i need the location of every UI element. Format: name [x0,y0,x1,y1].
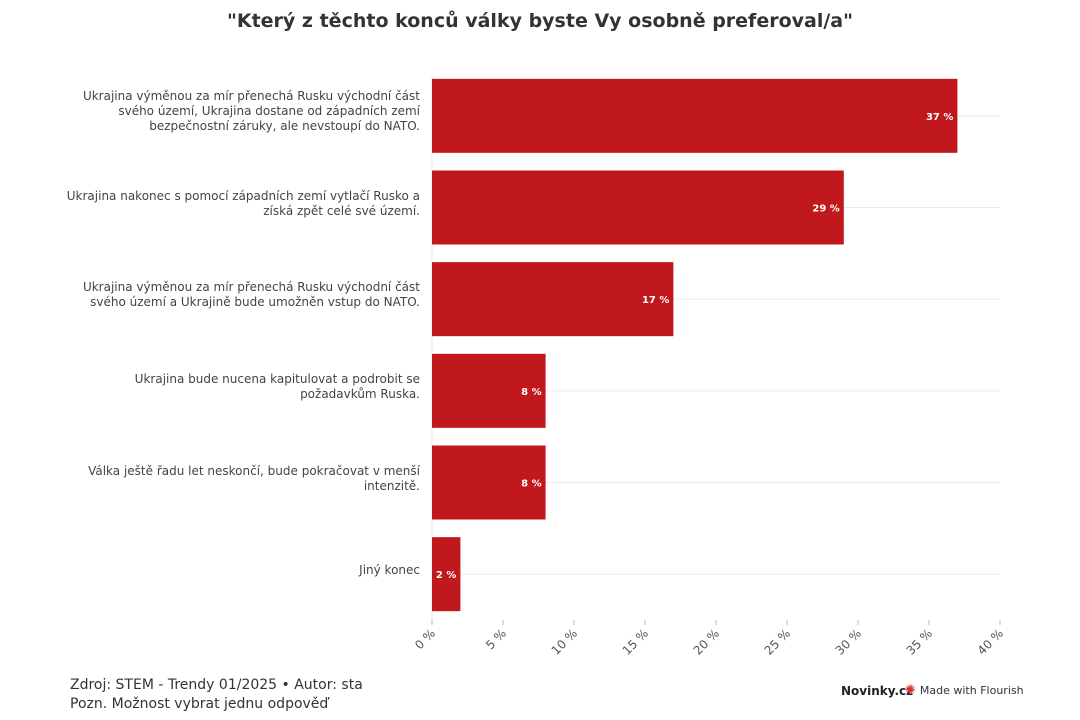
category-label-line: Válka ještě řadu let neskončí, bude pokr… [88,463,420,478]
category-label-line: svého území a Ukrajině bude umožněn vstu… [90,295,420,310]
x-tick-label: 30 % [833,626,864,657]
brand-logo[interactable]: Novinky.cz [841,684,914,698]
source-text: Zdroj: STEM - Trendy 01/2025 • Autor: st… [70,677,363,693]
category-label-line: Jiný konec [359,562,420,577]
bar [432,170,844,245]
category-label: Ukrajina bude nucena kapitulovat a podro… [60,372,420,402]
x-tick-label: 40 % [975,626,1006,657]
note-text: Pozn. Možnost vybrat jednu odpověď [70,696,329,712]
category-label-line: požadavkům Ruska. [300,386,420,401]
x-tick-label: 15 % [620,626,651,657]
category-label-line: Ukrajina bude nucena kapitulovat a podro… [134,371,420,386]
category-label: Ukrajina nakonec s pomocí západních zemí… [60,189,420,219]
category-label-line: získá zpět celé své území. [263,203,420,218]
flourish-icon: ✺ [905,683,916,698]
category-label-line: Ukrajina výměnou za mír přenechá Rusku v… [82,280,420,295]
category-label-line: svého území, Ukrajina dostane od západní… [118,104,420,119]
x-tick-label: 25 % [762,626,793,657]
source-note: Zdroj: STEM - Trendy 01/2025 • Autor: st… [70,676,363,714]
bar-value-label: 2 % [436,570,456,581]
bar [432,262,674,337]
bar-value-label: 29 % [812,204,839,215]
chart-title: "Který z těchto konců války byste Vy oso… [226,10,854,32]
category-label: Ukrajina výměnou za mír přenechá Rusku v… [60,89,420,134]
category-label-line: Ukrajina nakonec s pomocí západních zemí… [66,188,420,203]
bar-value-label: 17 % [642,295,669,306]
category-label-line: bezpečnostní záruky, ale nevstoupí do NA… [149,119,420,134]
bar [432,78,958,153]
bar-value-label: 8 % [521,387,541,398]
bar [432,537,461,612]
bar-value-label: 8 % [521,479,541,490]
category-label-line: Ukrajina výměnou za mír přenechá Rusku v… [82,89,420,104]
x-tick-label: 0 % [412,626,438,652]
flourish-text: Made with Flourish [919,684,1024,697]
bar [432,353,546,428]
category-label-line: intenzitě. [363,478,420,493]
x-tick-label: 35 % [904,626,935,657]
bar [432,445,546,520]
category-label: Jiný konec [60,563,420,578]
category-label: Ukrajina výměnou za mír přenechá Rusku v… [60,280,420,310]
bar-value-label: 37 % [926,112,953,123]
x-tick-label: 20 % [691,626,722,657]
category-label: Válka ještě řadu let neskončí, bude pokr… [60,464,420,494]
x-tick-label: 5 % [483,626,509,652]
x-tick-label: 10 % [549,626,580,657]
flourish-credit[interactable]: ✺ Made with Flourish [905,684,1024,697]
